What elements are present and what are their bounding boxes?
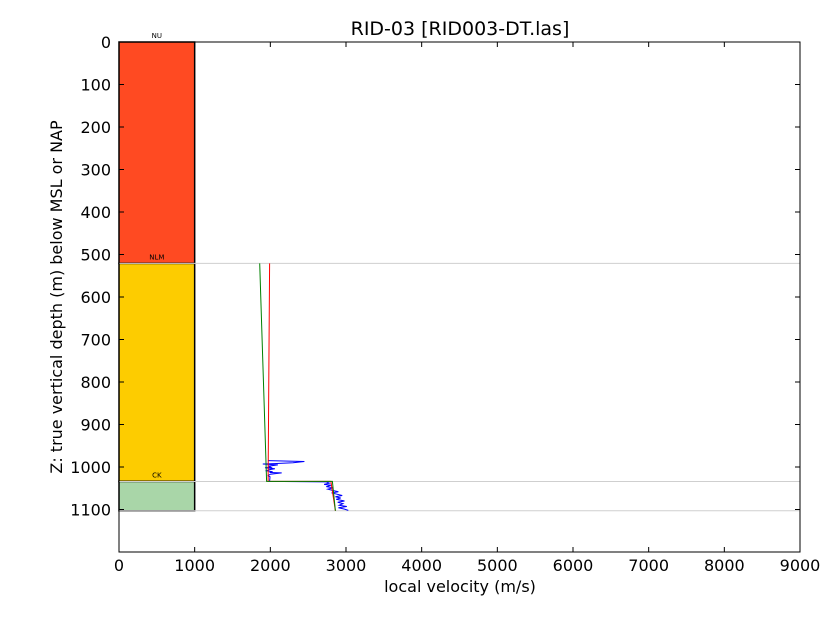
boundary-lines bbox=[119, 262, 800, 512]
y-axis: 0 100 200 300 400 500 600 700 800 900 1000 1100 bbox=[70, 33, 800, 520]
x-tick-label: 6000 bbox=[553, 556, 594, 575]
x-tick-label: 4000 bbox=[401, 556, 442, 575]
series-layer bbox=[259, 263, 349, 511]
chart-title: RID-03 [RID003-DT.las] bbox=[351, 18, 570, 40]
x-tick-label: 5000 bbox=[477, 556, 518, 575]
y-tick-label: 0 bbox=[101, 33, 111, 52]
x-axis-label: local velocity (m/s) bbox=[384, 577, 536, 596]
y-tick-label: 600 bbox=[80, 288, 111, 307]
x-tick-label: 2000 bbox=[250, 556, 291, 575]
y-tick-label: 700 bbox=[80, 331, 111, 350]
y-tick-label: 200 bbox=[80, 118, 111, 137]
formation-nu bbox=[118, 41, 196, 265]
y-tick-label: 300 bbox=[80, 161, 111, 180]
x-tick-label: 9000 bbox=[780, 556, 821, 575]
y-axis-label: Z: true vertical depth (m) below MSL or … bbox=[47, 120, 66, 474]
formation-label-nlm: NLM bbox=[149, 253, 164, 261]
x-tick-label: 0 bbox=[114, 556, 124, 575]
formation-nlm bbox=[118, 262, 196, 483]
y-tick-label: 900 bbox=[80, 416, 111, 435]
formation-label-nu: NU bbox=[152, 32, 162, 40]
x-tick-label: 8000 bbox=[704, 556, 745, 575]
y-tick-label: 100 bbox=[80, 76, 111, 95]
formation-layer: NU NLM CK bbox=[118, 32, 196, 512]
y-tick-label: 1000 bbox=[70, 458, 111, 477]
y-tick-label: 500 bbox=[80, 246, 111, 265]
series-line-3 bbox=[259, 263, 336, 511]
y-tick-label: 800 bbox=[80, 373, 111, 392]
x-tick-label: 1000 bbox=[174, 556, 215, 575]
formation-ck bbox=[118, 480, 196, 512]
x-tick-label: 3000 bbox=[326, 556, 367, 575]
formation-label-ck: CK bbox=[152, 471, 162, 479]
y-tick-label: 400 bbox=[80, 203, 111, 222]
x-tick-label: 7000 bbox=[628, 556, 669, 575]
x-axis: 0 1000 2000 3000 4000 5000 6000 7000 8000 9000 bbox=[114, 42, 820, 575]
series-line-1 bbox=[262, 460, 349, 511]
plot-frame bbox=[118, 41, 801, 553]
y-tick-label: 1100 bbox=[70, 501, 111, 520]
